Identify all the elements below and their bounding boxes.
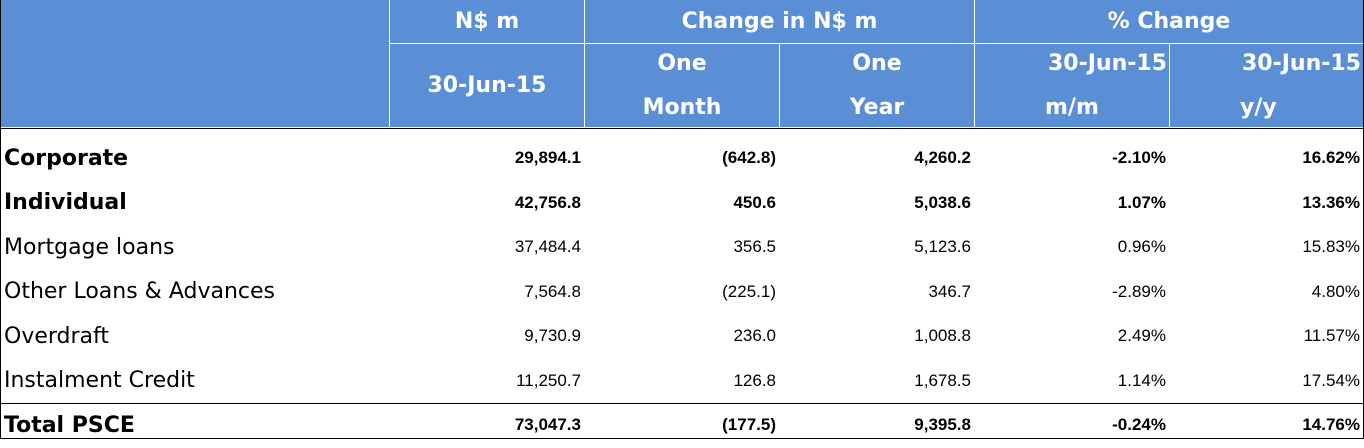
row-value: 29,894.1 bbox=[514, 148, 581, 168]
row-value: 1.14% bbox=[1117, 370, 1166, 390]
header-text: y/y bbox=[1240, 94, 1277, 120]
row-value: 0.96% bbox=[1117, 237, 1166, 257]
header-text: Year bbox=[849, 94, 905, 120]
row-label: Individual bbox=[4, 190, 127, 216]
row-value: 11.57% bbox=[1303, 326, 1360, 346]
row-value: 346.7 bbox=[928, 281, 971, 301]
header-cell: One Month bbox=[585, 44, 780, 128]
row-value: 1,008.8 bbox=[914, 326, 971, 346]
row-label: Corporate bbox=[4, 145, 129, 171]
header-group: N$ m bbox=[390, 0, 585, 44]
header-corner bbox=[0, 0, 390, 128]
row-value: 16.62% bbox=[1302, 148, 1360, 168]
row-value: 14.76% bbox=[1302, 415, 1360, 435]
row-label: Overdraft bbox=[4, 323, 110, 349]
row-value: 5,038.6 bbox=[914, 192, 971, 212]
row-value: 7,564.8 bbox=[524, 281, 581, 301]
row-value: (225.1) bbox=[722, 281, 776, 301]
row-value: 1.07% bbox=[1117, 192, 1166, 212]
row-value: 356.5 bbox=[733, 237, 776, 257]
row-value: 1,678.5 bbox=[914, 370, 971, 390]
header-text: m/m bbox=[1045, 94, 1099, 120]
row-value: -2.89% bbox=[1112, 281, 1166, 301]
row-value: 15.83% bbox=[1302, 237, 1360, 257]
row-value: 9,395.8 bbox=[914, 415, 971, 435]
left-border bbox=[0, 0, 1, 439]
bottom-border bbox=[0, 438, 1364, 439]
row-label: Mortgage loans bbox=[4, 234, 175, 260]
row-value: 450.6 bbox=[733, 192, 776, 212]
header-text: 30-Jun-15 bbox=[1047, 50, 1167, 76]
header-group: % Change bbox=[975, 0, 1364, 44]
row-value: 126.8 bbox=[733, 370, 776, 390]
row-value: 37,484.4 bbox=[514, 237, 581, 257]
header-text: One bbox=[852, 50, 902, 76]
header-border bbox=[0, 128, 1364, 129]
header-cell: One Year bbox=[780, 44, 975, 128]
row-value: 42,756.8 bbox=[514, 192, 581, 212]
row-value: 73,047.3 bbox=[514, 415, 581, 435]
row-value: 13.36% bbox=[1302, 192, 1360, 212]
row-value: 4.80% bbox=[1311, 281, 1360, 301]
row-value: 17.54% bbox=[1302, 370, 1360, 390]
row-value: 2.49% bbox=[1117, 326, 1166, 346]
row-value: 5,123.6 bbox=[914, 237, 971, 257]
row-value: -0.24% bbox=[1112, 415, 1166, 435]
row-value: 236.0 bbox=[733, 326, 776, 346]
total-border bbox=[0, 403, 1364, 404]
header-text: 30-Jun-15 bbox=[1241, 50, 1361, 76]
row-value: (177.5) bbox=[722, 415, 776, 435]
row-value: 4,260.2 bbox=[914, 148, 971, 168]
row-label: Instalment Credit bbox=[4, 368, 195, 394]
row-value: 11,250.7 bbox=[516, 370, 581, 390]
header-cell: 30-Jun-15 m/m bbox=[975, 44, 1170, 128]
row-label: Total PSCE bbox=[4, 412, 135, 438]
header-group: Change in N$ m bbox=[585, 0, 975, 44]
header-text: One bbox=[657, 50, 707, 76]
row-value: (642.8) bbox=[722, 148, 776, 168]
header-cell: 30-Jun-15 y/y bbox=[1170, 44, 1364, 128]
row-label: Other Loans & Advances bbox=[4, 279, 275, 305]
header-cell: 30-Jun-15 bbox=[390, 44, 585, 128]
header-text: 30-Jun-15 bbox=[427, 72, 547, 98]
row-value: -2.10% bbox=[1112, 148, 1166, 168]
row-value: 9,730.9 bbox=[524, 326, 581, 346]
header-text: Month bbox=[642, 94, 722, 120]
